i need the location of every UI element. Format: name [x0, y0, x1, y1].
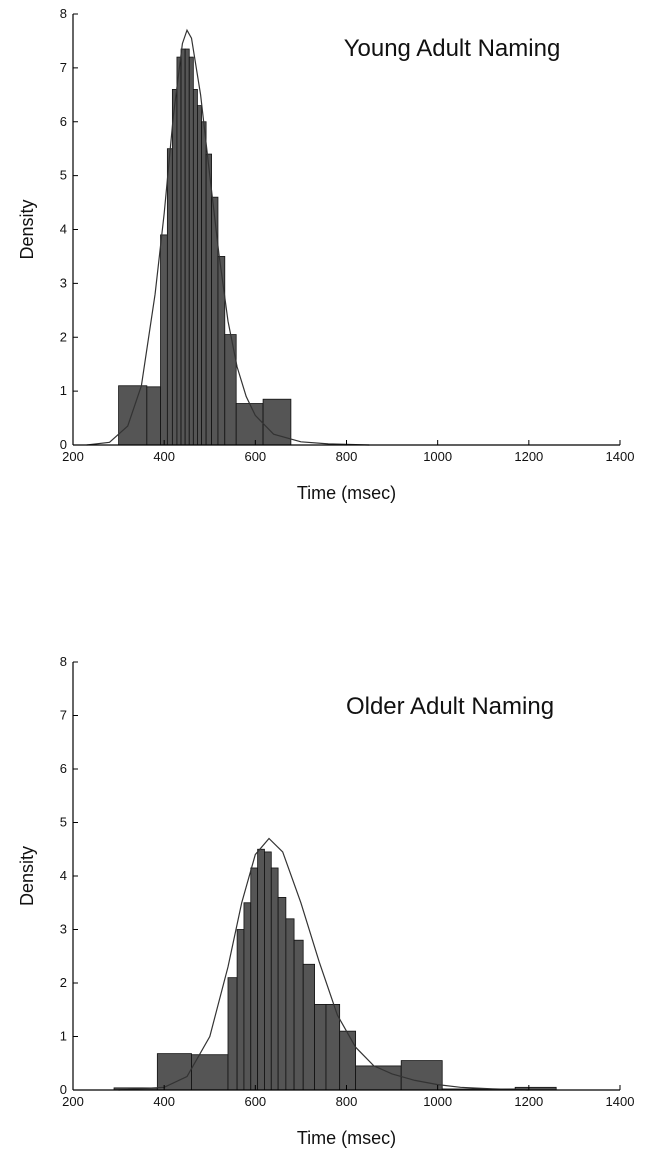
y-tick-label: 1: [60, 1029, 67, 1044]
y-tick-label: 6: [60, 114, 67, 129]
histogram-bar: [257, 848, 265, 1091]
histogram-bar: [243, 902, 252, 1091]
y-tick-label: 3: [60, 922, 67, 937]
x-axis-title: Time (msec): [297, 1128, 396, 1148]
y-tick-label: 3: [60, 275, 67, 290]
chart-title: Older Adult Naming: [346, 693, 554, 720]
histogram-bars: [113, 848, 557, 1091]
histogram-bar: [205, 153, 212, 446]
y-tick-label: 7: [60, 708, 67, 723]
histogram-bar: [171, 89, 178, 446]
y-axis-title: Density: [17, 199, 37, 259]
y-tick-label: 2: [60, 975, 67, 990]
histogram-bar: [160, 234, 168, 446]
histogram-bar: [146, 386, 161, 446]
histogram-bar: [191, 1054, 229, 1091]
y-tick-label: 1: [60, 383, 67, 398]
x-tick-label: 800: [336, 1094, 358, 1109]
histogram-bar: [325, 1003, 341, 1091]
histogram-bar: [201, 121, 207, 446]
histogram-bar: [235, 403, 264, 446]
histogram-bar: [192, 89, 198, 446]
histogram-bar: [355, 1065, 402, 1091]
y-tick-label: 0: [60, 1082, 67, 1097]
histogram-bar: [118, 385, 148, 446]
histogram-bar: [176, 56, 182, 446]
x-tick-label: 1400: [606, 1094, 635, 1109]
histogram-bar: [302, 963, 315, 1091]
y-tick-label: 8: [60, 6, 67, 21]
histogram-bar: [184, 48, 190, 446]
y-tick-label: 4: [60, 222, 67, 237]
histogram-bar: [188, 56, 194, 446]
histogram-bar: [250, 867, 259, 1091]
y-tick-label: 6: [60, 761, 67, 776]
x-tick-label: 600: [244, 1094, 266, 1109]
y-tick-label: 0: [60, 437, 67, 452]
y-tick-label: 2: [60, 329, 67, 344]
histogram-bar: [156, 1053, 192, 1091]
x-tick-label: 1000: [423, 1094, 452, 1109]
y-tick-label: 5: [60, 815, 67, 830]
y-tick-label: 4: [60, 868, 67, 883]
x-tick-label: 400: [153, 1094, 175, 1109]
histogram-bar: [217, 256, 226, 446]
y-tick-label: 5: [60, 168, 67, 183]
histogram-bar: [227, 977, 238, 1091]
histogram-bar: [285, 918, 295, 1091]
histogram-bar: [236, 929, 245, 1091]
histogram-bar: [166, 148, 173, 446]
histogram-bar: [314, 1003, 327, 1091]
histogram-bar: [400, 1060, 443, 1091]
x-tick-label: 400: [153, 449, 175, 464]
x-tick-label: 800: [336, 449, 358, 464]
histogram-bar: [293, 939, 304, 1091]
y-tick-label: 7: [60, 60, 67, 75]
density-curve: [118, 837, 529, 1091]
histogram-bar: [270, 867, 279, 1091]
x-tick-label: 1000: [423, 449, 452, 464]
x-axis-title: Time (msec): [297, 483, 396, 503]
x-tick-label: 1200: [514, 1094, 543, 1109]
histogram-bar: [180, 48, 186, 446]
older-adult-histogram: 0 1 2 3 4 5 6 7 8 200 400 600 800 1000 1200 1400 Time (m…: [17, 654, 635, 1148]
histogram-bar: [277, 896, 287, 1091]
histogram-bar: [264, 851, 272, 1091]
y-axis-title: Density: [17, 846, 37, 906]
y-tick-label: 8: [60, 654, 67, 669]
x-tick-label: 200: [62, 449, 84, 464]
x-tick-label: 1200: [514, 449, 543, 464]
chart-title: Young Adult Naming: [344, 35, 561, 62]
x-tick-label: 200: [62, 1094, 84, 1109]
chart-older-adult-naming: 0 1 2 3 4 5 6 7 8 200 400 600 800 1000 1200 1400 Time (m…: [0, 590, 650, 1150]
histogram-bar: [339, 1030, 357, 1091]
chart-young-adult-naming: 0 1 2 3 4 5 6 7 8 200 400 600 800 1000 1200 1400 Time (m…: [0, 0, 650, 560]
young-adult-histogram: 0 1 2 3 4 5 6 7 8 200 400 600 800 1000 1200 1400 Time (m…: [17, 6, 635, 503]
histogram-bars: [118, 48, 292, 446]
histogram-bar: [197, 105, 202, 446]
x-tick-label: 1400: [606, 449, 635, 464]
x-tick-label: 600: [244, 449, 266, 464]
density-curve: [86, 28, 370, 446]
